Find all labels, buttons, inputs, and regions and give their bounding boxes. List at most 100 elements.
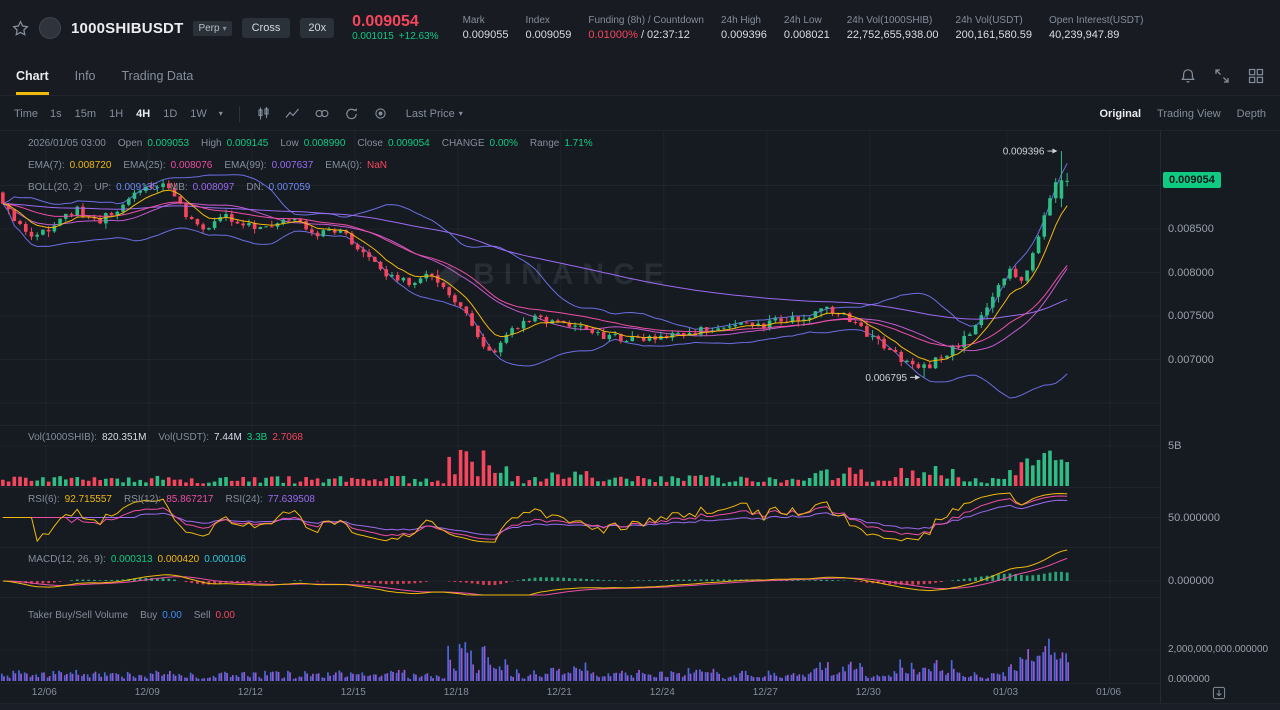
x-axis[interactable]: 12/06 12/09 12/12 12/15 12/18 12/21 12/24 12/27… <box>0 684 1160 703</box>
stat-value: 0.009059 <box>525 29 571 41</box>
stat-label: 24h Vol(1000SHIB) <box>846 15 933 26</box>
ema99-line <box>2 203 1068 320</box>
tab-info[interactable]: Info <box>74 68 96 83</box>
candles <box>1 151 1069 378</box>
time-label: Time <box>14 107 39 120</box>
header-stat-funding-8h-countdown: Funding (8h) / Countdown 0.01000% / 02:37… <box>588 15 704 41</box>
axis-label: 5B <box>1168 440 1182 452</box>
price-axis[interactable]: 0.008500 0.008000 0.007500 0.007000 0.009054… <box>1161 131 1280 703</box>
fullscreen-icon[interactable] <box>1214 68 1230 84</box>
tab-trading-data[interactable]: Trading Data <box>121 68 194 83</box>
header-stat-24h-high: 24h High 0.009396 <box>721 15 767 41</box>
price-mode-dropdown[interactable]: Last Price ▾ <box>406 108 463 120</box>
interval-15m[interactable]: 15m <box>74 107 97 120</box>
header-stats: Mark 0.009055 Index 0.009059 Funding (8h) / … <box>463 15 1144 41</box>
stat-value: 0.01000% / 02:37:12 <box>588 29 704 41</box>
low-price-annotation: 0.006795 <box>865 373 907 384</box>
x-axis-label: 12/24 <box>649 687 675 698</box>
chevron-down-icon: ▾ <box>222 23 227 33</box>
watermark-text: BINANCE <box>473 257 673 291</box>
contract-type-dropdown[interactable]: Perp ▾ <box>193 20 232 36</box>
stat-value: 22,752,655,938.00 <box>847 29 939 41</box>
axis-settings-icon[interactable] <box>1212 686 1226 705</box>
last-price: 0.009054 <box>352 13 419 31</box>
boll-mid-line <box>2 202 1068 352</box>
ema25-line <box>2 201 1068 347</box>
price-change-abs: 0.001015 <box>352 31 394 43</box>
interval-1s[interactable]: 1s <box>50 107 62 120</box>
stat-value: 40,239,947.89 <box>1049 29 1143 41</box>
interval-4h[interactable]: 4H <box>136 107 151 120</box>
view-modes: Original Trading View Depth <box>1099 108 1266 120</box>
stat-label: Open Interest(USDT) <box>1048 15 1144 26</box>
rsi-svg <box>0 488 1160 547</box>
bottom-scrollbar[interactable] <box>0 703 1280 710</box>
leverage-button[interactable]: 20x <box>300 18 335 38</box>
header-stat-mark: Mark 0.009055 <box>463 15 509 41</box>
macd-panel[interactable]: MACD(12, 26, 9): 0.000313 0.000420 0.000106 <box>0 548 1160 597</box>
taker-panel[interactable]: Taker Buy/Sell Volume Buy 0.00 Sell 0.00 <box>0 598 1160 683</box>
view-mode-trading-view[interactable]: Trading View <box>1157 107 1221 120</box>
favorite-star-icon[interactable] <box>12 19 29 37</box>
taker-svg <box>0 598 1160 683</box>
interval-1w[interactable]: 1W <box>190 107 207 120</box>
nav-icons <box>1180 68 1264 84</box>
interval-1h[interactable]: 1H <box>109 107 124 120</box>
symbol-title[interactable]: 1000SHIBUSDT <box>71 19 184 37</box>
boll-upper-line <box>2 163 1068 330</box>
ema7-line <box>2 189 1068 362</box>
axis-label: 0.000000 <box>1168 575 1214 587</box>
candle-style-icon[interactable] <box>256 106 271 121</box>
tab-chart[interactable]: Chart <box>16 56 49 95</box>
stat-value-part: 0.009396 <box>720 29 767 41</box>
stat-value-part: 22,752,655,938.00 <box>846 29 939 41</box>
volume-svg <box>0 426 1160 487</box>
margin-mode-button[interactable]: Cross <box>241 18 291 38</box>
stat-value: 0.009396 <box>721 29 767 41</box>
stat-label: Index <box>525 15 550 26</box>
x-axis-label: 01/03 <box>993 687 1019 698</box>
price-change: 0.001015 +12.63% <box>352 31 438 43</box>
stat-value-part: 0.008021 <box>783 29 830 41</box>
rsi-panel[interactable]: RSI(6): 92.715557 RSI(12): 85.867217 RSI(24)… <box>0 488 1160 547</box>
x-axis-label: 12/06 <box>31 687 57 698</box>
interval-more-icon[interactable]: ▾ <box>218 109 223 118</box>
header-stat-24h-low: 24h Low 0.008021 <box>784 15 830 41</box>
last-price-tag: 0.009054 <box>1163 171 1221 188</box>
rsi24-line <box>2 499 1068 536</box>
toolbar-icons <box>256 106 388 121</box>
stat-label: 24h Low <box>783 15 822 26</box>
interval-1d[interactable]: 1D <box>163 107 178 120</box>
axis-label: 50.000000 <box>1168 511 1220 524</box>
price-mode-label: Last Price <box>405 107 455 120</box>
stat-value-part: 0.009059 <box>525 29 572 41</box>
high-price-annotation: 0.009396 <box>1003 147 1045 158</box>
axis-label: 0.007000 <box>1168 353 1214 366</box>
replay-icon[interactable] <box>344 106 359 121</box>
layout-grid-icon[interactable] <box>1248 68 1264 84</box>
alert-bell-icon[interactable] <box>1180 68 1196 84</box>
stat-value: 0.009055 <box>463 29 509 41</box>
stat-label: Funding (8h) / Countdown <box>588 15 704 26</box>
coin-logo <box>39 17 61 39</box>
chart-settings-icon[interactable] <box>373 106 388 121</box>
header: 1000SHIBUSDT Perp ▾ Cross 20x 0.009054 0… <box>0 0 1280 56</box>
interval-list: 1s 15m 1H 4H 1D 1W <box>50 108 207 120</box>
view-mode-depth[interactable]: Depth <box>1236 107 1266 120</box>
macd-dif-line <box>2 549 1068 596</box>
chevron-down-icon: ▾ <box>458 109 463 118</box>
stat-value-part: / 02:37:12 <box>637 29 690 41</box>
x-axis-label: 12/09 <box>134 687 160 698</box>
nav-bar: Chart Info Trading Data <box>0 56 1280 96</box>
contract-type-label: Perp <box>198 22 220 34</box>
indicator-icon[interactable] <box>285 106 300 121</box>
axis-label: 0.007500 <box>1168 310 1214 322</box>
chart-toolbar: Time 1s 15m 1H 4H 1D 1W ▾ Last Price ▾ Origin… <box>0 97 1280 131</box>
vol-panel[interactable]: Vol(1000SHIB): 820.351M Vol(USDT): 7.44M 3.3… <box>0 426 1160 487</box>
stat-label: 24h Vol(USDT) <box>955 15 1023 26</box>
main-panel[interactable]: ◆ BINANCE 2026/01/05 03:00 Open 0.009053 Hi… <box>0 131 1160 425</box>
stat-label: 24h High <box>720 15 761 26</box>
view-mode-original[interactable]: Original <box>1099 107 1142 120</box>
panel-separator <box>0 425 1280 426</box>
compare-icon[interactable] <box>314 106 330 121</box>
